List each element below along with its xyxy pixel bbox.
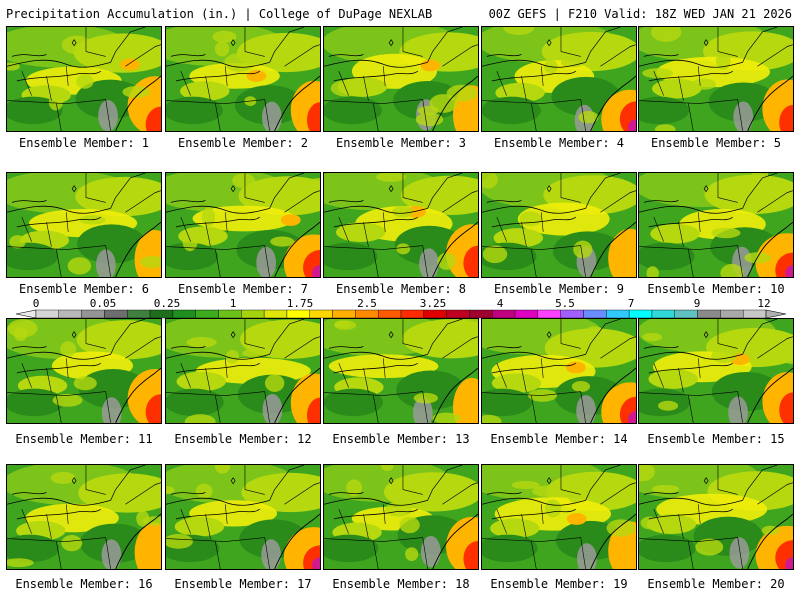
- colorbar-swatch: [514, 309, 539, 319]
- ensemble-member-map: [6, 26, 162, 132]
- colorbar-swatch: [651, 309, 675, 319]
- ensemble-member-map: [6, 318, 162, 424]
- colorbar-swatch: [172, 309, 196, 319]
- ensemble-member-map: [638, 26, 794, 132]
- colorbar-swatch: [241, 309, 265, 319]
- ensemble-member-label: Ensemble Member: 4: [493, 136, 625, 150]
- ensemble-member-label: Ensemble Member: 5: [650, 136, 782, 150]
- ensemble-member-map: [165, 318, 321, 424]
- colorbar-tick-label: 3.25: [419, 297, 447, 310]
- ensemble-member-label: Ensemble Member: 2: [177, 136, 309, 150]
- chart-title: Precipitation Accumulation (in.) | Colle…: [6, 7, 433, 21]
- ensemble-member-map: [481, 26, 637, 132]
- ensemble-member-label: Ensemble Member: 13: [332, 432, 470, 446]
- ensemble-member-map: [323, 26, 479, 132]
- colorbar-swatch: [127, 309, 151, 319]
- ensemble-member-map: [481, 172, 637, 278]
- ensemble-member-map: [165, 464, 321, 570]
- colorbar-swatch: [560, 309, 584, 319]
- ensemble-member-label: Ensemble Member: 8: [335, 282, 467, 296]
- colorbar-tick-label: 4: [496, 297, 504, 310]
- colorbar-swatch: [218, 309, 242, 319]
- colorbar-swatch: [742, 309, 767, 319]
- colorbar-swatch: [606, 309, 630, 319]
- ensemble-member-label: Ensemble Member: 11: [15, 432, 153, 446]
- ensemble-member-map: [323, 318, 479, 424]
- ensemble-member-map: [6, 464, 162, 570]
- colorbar-tick-label: 0.05: [89, 297, 117, 310]
- ensemble-member-map: [165, 26, 321, 132]
- colorbar-tick-label: 12: [757, 297, 771, 310]
- colorbar-max-arrow: [765, 309, 787, 319]
- colorbar-swatch: [469, 309, 493, 319]
- colorbar-tick-label: 7: [627, 297, 635, 310]
- ensemble-member-label: Ensemble Member: 14: [490, 432, 628, 446]
- ensemble-member-map: [481, 318, 637, 424]
- colorbar-swatch: [674, 309, 698, 319]
- ensemble-member-label: Ensemble Member: 15: [647, 432, 785, 446]
- colorbar-swatch: [309, 309, 333, 319]
- colorbar-swatch: [423, 309, 447, 319]
- colorbar-swatch: [286, 309, 310, 319]
- colorbar-tick-label: 9: [693, 297, 701, 310]
- colorbar-swatch: [195, 309, 219, 319]
- colorbar-tick-label: 1: [229, 297, 237, 310]
- ensemble-member-map: [6, 172, 162, 278]
- colorbar-swatch: [35, 309, 60, 319]
- colorbar-tick-label: 0.25: [153, 297, 181, 310]
- ensemble-member-label: Ensemble Member: 6: [18, 282, 150, 296]
- ensemble-member-map: [638, 464, 794, 570]
- colorbar-swatch: [149, 309, 174, 319]
- ensemble-member-label: Ensemble Member: 17: [174, 577, 312, 591]
- colorbar-tick-label: 2.5: [357, 297, 377, 310]
- precip-colorbar: [15, 309, 787, 319]
- colorbar-tick-label: 1.75: [286, 297, 314, 310]
- ensemble-member-label: Ensemble Member: 16: [15, 577, 153, 591]
- ensemble-member-map: [638, 172, 794, 278]
- colorbar-swatch: [628, 309, 653, 319]
- colorbar-tick-label: 5.5: [555, 297, 575, 310]
- colorbar-swatch: [332, 309, 356, 319]
- ensemble-member-map: [323, 172, 479, 278]
- colorbar-swatch: [492, 309, 516, 319]
- ensemble-member-map: [323, 464, 479, 570]
- ensemble-member-label: Ensemble Member: 12: [174, 432, 312, 446]
- colorbar-swatch: [377, 309, 402, 319]
- ensemble-member-label: Ensemble Member: 10: [647, 282, 785, 296]
- ensemble-member-map: [481, 464, 637, 570]
- colorbar-swatch: [583, 309, 607, 319]
- colorbar-tick-label: 0: [32, 297, 40, 310]
- colorbar-swatch: [446, 309, 470, 319]
- ensemble-member-label: Ensemble Member: 20: [647, 577, 785, 591]
- ensemble-member-map: [638, 318, 794, 424]
- ensemble-member-label: Ensemble Member: 7: [177, 282, 309, 296]
- colorbar-swatch: [355, 309, 379, 319]
- colorbar-swatch: [81, 309, 105, 319]
- colorbar-swatch: [58, 309, 82, 319]
- colorbar-min-arrow: [15, 309, 37, 319]
- ensemble-member-label: Ensemble Member: 18: [332, 577, 470, 591]
- colorbar-swatch: [697, 309, 721, 319]
- colorbar-swatch: [720, 309, 744, 319]
- colorbar-swatch: [400, 309, 425, 319]
- ensemble-member-label: Ensemble Member: 9: [493, 282, 625, 296]
- ensemble-member-label: Ensemble Member: 3: [335, 136, 467, 150]
- colorbar-swatch: [104, 309, 128, 319]
- model-run-info: 00Z GEFS | F210 Valid: 18Z WED JAN 21 20…: [488, 7, 792, 21]
- colorbar-swatch: [537, 309, 561, 319]
- colorbar-swatch: [263, 309, 288, 319]
- ensemble-member-map: [165, 172, 321, 278]
- ensemble-member-label: Ensemble Member: 1: [18, 136, 150, 150]
- ensemble-member-label: Ensemble Member: 19: [490, 577, 628, 591]
